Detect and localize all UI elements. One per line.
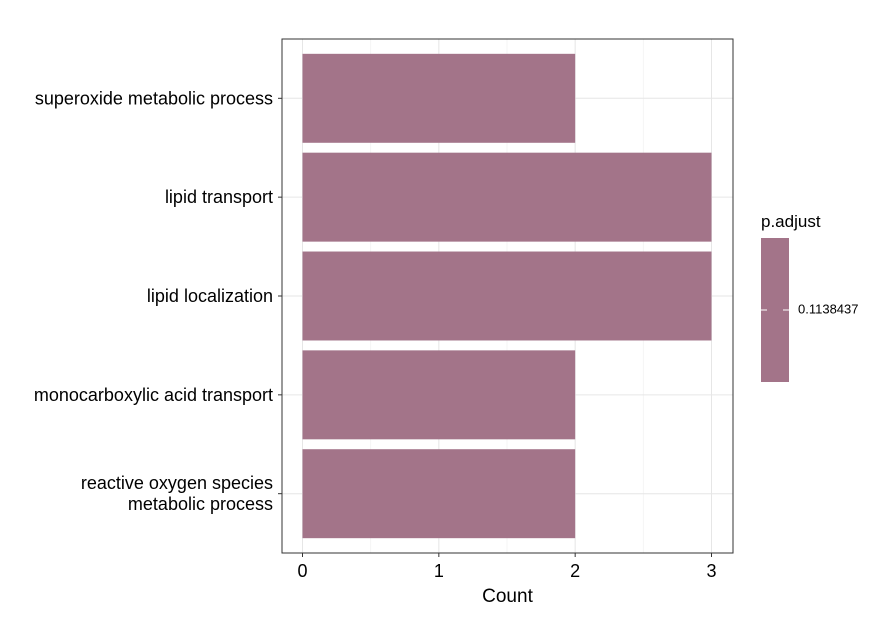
- legend: p.adjust 0.1138437: [761, 212, 859, 382]
- y-tick-label: lipid transport: [165, 187, 273, 207]
- bar: [302, 449, 576, 539]
- x-axis-title: Count: [482, 586, 533, 607]
- x-tick-label: 2: [570, 561, 580, 581]
- y-tick-label: superoxide metabolic process: [35, 88, 273, 108]
- bar: [302, 53, 576, 143]
- bar: [302, 152, 712, 242]
- x-tick-label: 0: [297, 561, 307, 581]
- legend-label: 0.1138437: [798, 301, 859, 316]
- bars: [302, 53, 712, 539]
- axes: superoxide metabolic process lipid transp…: [34, 88, 717, 581]
- bar: [302, 251, 712, 341]
- legend-title: p.adjust: [761, 212, 821, 231]
- y-tick-label: lipid localization: [147, 286, 273, 306]
- x-tick-label: 1: [434, 561, 444, 581]
- x-tick-label: 3: [706, 561, 716, 581]
- y-tick-label: reactive oxygen species metabolic process: [81, 473, 273, 514]
- bar: [302, 350, 576, 440]
- y-tick-label: monocarboxylic acid transport: [34, 385, 273, 405]
